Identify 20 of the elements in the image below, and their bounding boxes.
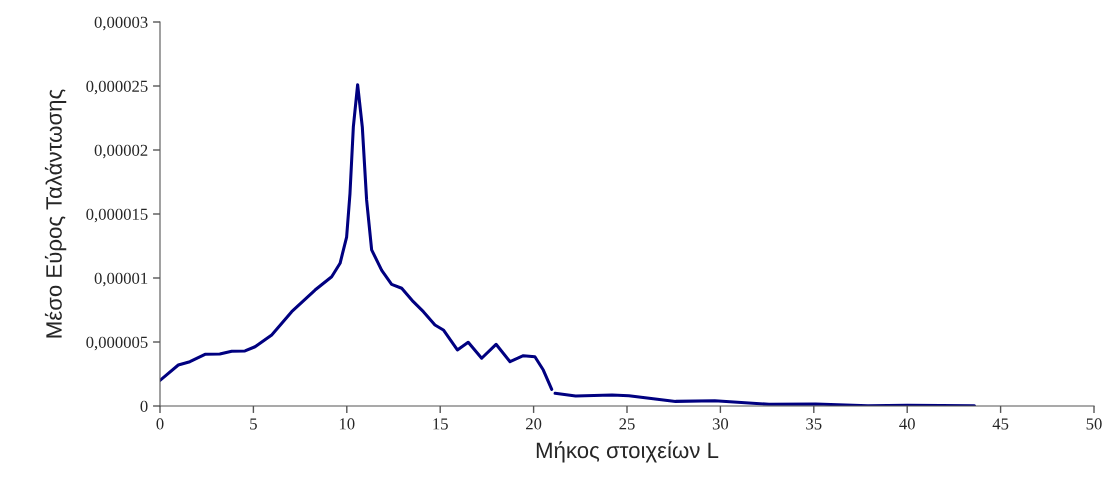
x-tick-label: 30 bbox=[712, 418, 729, 430]
x-tick-label: 45 bbox=[992, 418, 1009, 430]
y-tick-label: 0,000015 bbox=[86, 208, 148, 223]
x-tick-label: 40 bbox=[899, 418, 915, 430]
x-tick-label: 15 bbox=[433, 418, 448, 430]
y-tick-label: 0,000025 bbox=[86, 80, 148, 95]
x-tick-label: 20 bbox=[526, 418, 542, 430]
y-tick-label: 0,00001 bbox=[94, 272, 148, 287]
y-tick-label: 0,00003 bbox=[94, 16, 148, 31]
x-tick-label: 5 bbox=[250, 418, 257, 430]
x-tick-label: 50 bbox=[1086, 418, 1102, 430]
x-axis-title: Μήκος στοιχείων L bbox=[536, 441, 719, 463]
y-tick-label: 0 bbox=[140, 400, 148, 412]
x-tick-label: 0 bbox=[156, 418, 164, 430]
y-tick-label: 0,00002 bbox=[94, 144, 148, 159]
x-tick-label: 10 bbox=[339, 418, 355, 430]
x-tick-label: 25 bbox=[619, 418, 635, 430]
x-tick-label: 35 bbox=[806, 418, 822, 430]
y-tick-label: 0,000005 bbox=[86, 336, 148, 351]
y-axis-title: Μέσο Εύρος Ταλάντωσης bbox=[44, 89, 67, 338]
